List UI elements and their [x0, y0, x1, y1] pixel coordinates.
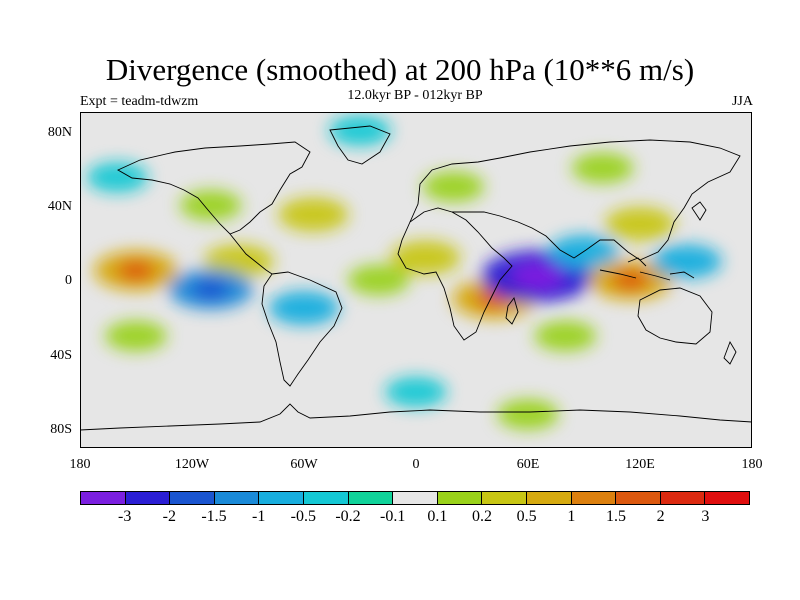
anomaly-region-north-america	[179, 190, 242, 221]
coastline-north-america	[117, 141, 311, 235]
colorbar-segment	[571, 492, 617, 504]
colorbar-segment	[393, 492, 438, 504]
colorbar-segment	[170, 492, 215, 504]
coastline-greenland	[329, 125, 391, 165]
colorbar-segment	[303, 492, 349, 504]
anomaly-region-subtropical-north-atlantic	[278, 197, 349, 232]
anomaly-region-bay-of-bengal	[549, 235, 619, 269]
lon-tick-label: 0	[412, 457, 420, 472]
lon-tick-label: 180	[741, 457, 763, 472]
colorbar-segment	[259, 492, 304, 504]
colorbar-segment	[348, 492, 394, 504]
anomaly-core-southeast-pacific	[191, 279, 230, 300]
colorbar-segment	[616, 492, 661, 504]
colorbar-label: -1	[251, 508, 266, 525]
lon-tick-label: 180	[69, 457, 91, 472]
map-frame	[80, 112, 752, 448]
divergence-map	[80, 112, 752, 448]
colorbar-segment	[81, 492, 126, 504]
anomaly-region-southern-ocean-band	[385, 376, 447, 408]
colorbar-label: 1.5	[606, 508, 626, 525]
colorbar-label: 3	[701, 508, 710, 525]
anomaly-region-south-america	[269, 291, 339, 325]
lat-tick-label: 0	[65, 273, 72, 288]
coastline-antarctica	[80, 403, 752, 431]
anomaly-core-arabian-sea	[512, 263, 563, 290]
colorbar-segment	[660, 492, 706, 504]
colorbar	[80, 491, 750, 505]
season-label: JJA	[731, 94, 753, 109]
anomaly-region-southern-indian-ocean	[534, 320, 597, 352]
colorbar-label: -0.2	[335, 508, 361, 525]
colorbar-label: -0.5	[290, 508, 316, 525]
anomaly-region-south-china-sea	[605, 207, 675, 241]
coastline-europe	[409, 139, 741, 261]
map-plot-area	[80, 112, 752, 448]
coastline-indonesia	[599, 257, 695, 281]
chart-title: Divergence (smoothed) at 200 hPa (10**6 …	[105, 52, 695, 87]
lon-tick-label: 120W	[174, 457, 210, 472]
anomaly-region-europe	[422, 171, 485, 202]
colorbar-label: 0.1	[427, 508, 448, 525]
experiment-label: Expt = teadm-tdwzm	[80, 94, 199, 109]
colorbar-label: -1.5	[201, 508, 227, 525]
colorbar-label: 2	[656, 508, 665, 525]
colorbar-segment	[482, 492, 527, 504]
colorbar-segment	[705, 492, 749, 504]
anomaly-region-central-america	[203, 244, 274, 279]
coastline-australia	[637, 287, 713, 345]
coastline-new-zealand	[723, 340, 737, 365]
lat-tick-label: 40N	[47, 199, 72, 214]
chart-subtitle: 12.0kyr BP - 012kyr BP	[347, 88, 483, 103]
colorbar-segment	[125, 492, 171, 504]
lon-tick-label: 60W	[290, 457, 318, 472]
anomaly-region-north-pacific-high-lat	[86, 162, 149, 193]
anomaly-region-siberia	[571, 152, 634, 184]
lat-tick-label: 40S	[50, 348, 72, 363]
anomaly-core-maritime-continent	[611, 270, 650, 290]
lon-tick-label: 60E	[516, 457, 540, 472]
coastline-eurasia-africa	[397, 207, 513, 341]
colorbar-label: -2	[162, 508, 176, 525]
colorbar-label: 0.2	[472, 508, 492, 525]
anomaly-region-west-africa	[390, 240, 461, 275]
coastline-south-america	[261, 271, 343, 387]
lon-tick-label: 120E	[625, 457, 655, 472]
anomaly-core-tropical-north-pacific	[117, 260, 155, 281]
coastline-madagascar	[505, 297, 519, 325]
coastline-central-america	[229, 233, 273, 275]
anomaly-region-equatorial-atlantic	[347, 264, 410, 296]
colorbar-segment	[437, 492, 483, 504]
colorbar-label: 1	[567, 508, 576, 525]
anomaly-region-western-pacific	[651, 244, 722, 279]
coastline-japan	[691, 201, 707, 221]
coastlines	[80, 125, 752, 431]
anomaly-region-antarctic-margin	[497, 399, 559, 430]
lat-tick-label: 80S	[50, 422, 72, 437]
colorbar-label: -0.1	[379, 508, 406, 525]
colorbar-segment	[214, 492, 260, 504]
divergence-field	[86, 115, 722, 430]
colorbar-label: -3	[117, 508, 132, 525]
colorbar-segment	[526, 492, 572, 504]
lat-tick-label: 80N	[47, 125, 72, 140]
anomaly-region-arctic	[329, 115, 391, 146]
anomaly-region-south-pacific	[105, 320, 167, 352]
colorbar-label: 0.5	[516, 508, 537, 525]
